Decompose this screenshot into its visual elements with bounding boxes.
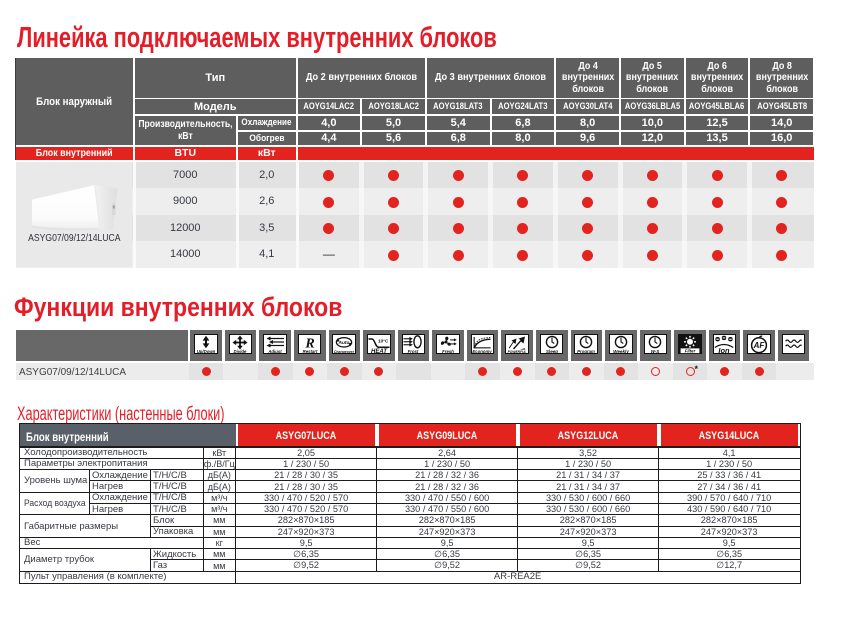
svg-text:Changeover: Changeover: [334, 350, 355, 354]
svg-text:Up/Down: Up/Down: [197, 349, 216, 354]
svg-text:Fresh: Fresh: [442, 349, 454, 354]
svg-text:AF: AF: [753, 341, 766, 350]
svg-text:Economy: Economy: [473, 349, 493, 354]
svg-text:W-S: W-S: [651, 349, 661, 354]
svg-text:Filter: Filter: [685, 348, 696, 353]
svg-text:HEAT: HEAT: [371, 349, 388, 354]
svg-text:Auto: Auto: [338, 340, 350, 346]
svg-text:Frost: Frost: [408, 349, 419, 354]
svg-text:10°C: 10°C: [378, 338, 389, 343]
svg-text:Adjust: Adjust: [267, 349, 282, 354]
svg-text:Program: Program: [577, 349, 595, 354]
svg-text:Restart: Restart: [302, 349, 317, 354]
svg-text:Ion: Ion: [719, 346, 731, 355]
svg-text:Sleep: Sleep: [545, 349, 557, 354]
svg-text:Weekly: Weekly: [613, 349, 629, 354]
svg-text:Divide: Divide: [234, 349, 248, 354]
svg-text:POWERFUL: POWERFUL: [508, 350, 527, 354]
svg-text:R: R: [304, 336, 314, 351]
